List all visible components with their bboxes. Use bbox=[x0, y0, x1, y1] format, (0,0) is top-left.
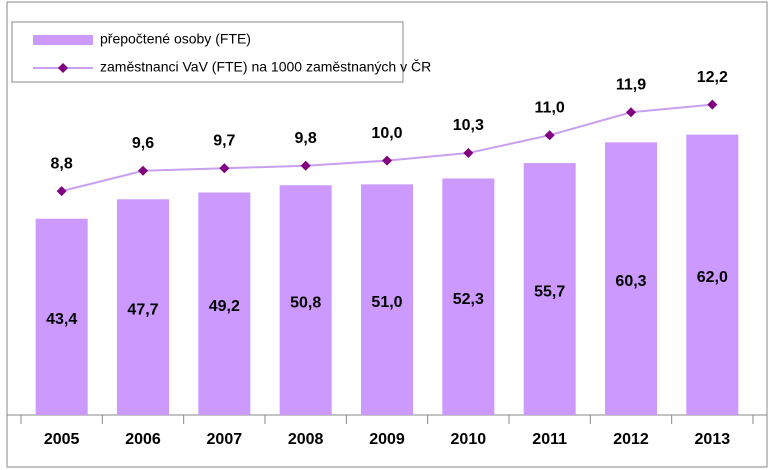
frame bbox=[6, 1, 768, 468]
x-tick-label: 2010 bbox=[451, 431, 487, 448]
marker bbox=[463, 147, 474, 158]
bar-label: 50,8 bbox=[290, 294, 321, 311]
bar bbox=[198, 192, 251, 415]
bar-label: 62,0 bbox=[697, 269, 728, 286]
line-label: 8,8 bbox=[51, 155, 73, 172]
line-label: 9,6 bbox=[132, 135, 154, 152]
line-label: 11,0 bbox=[535, 99, 565, 116]
bar bbox=[686, 134, 739, 415]
bar bbox=[523, 163, 576, 415]
legend-marker bbox=[58, 63, 68, 73]
x-tick-label: 2013 bbox=[695, 431, 731, 448]
bar-label: 55,7 bbox=[534, 283, 565, 300]
legend-box bbox=[11, 21, 404, 83]
bar-label: 43,4 bbox=[46, 311, 77, 328]
bar bbox=[35, 218, 88, 415]
bar bbox=[442, 178, 495, 415]
x-tick-label: 2006 bbox=[125, 431, 161, 448]
bar-label: 49,2 bbox=[209, 298, 240, 315]
line-label: 12,2 bbox=[697, 69, 728, 86]
line-label: 9,7 bbox=[213, 132, 235, 149]
marker bbox=[56, 186, 67, 197]
line-label: 10,0 bbox=[371, 125, 402, 142]
marker bbox=[219, 163, 230, 174]
marker bbox=[300, 160, 311, 171]
x-tick-label: 2012 bbox=[613, 431, 649, 448]
x-tick-label: 2008 bbox=[288, 431, 324, 448]
bar-label: 52,3 bbox=[453, 291, 484, 308]
legend-label: zaměstnanci VaV (FTE) na 1000 zaměstnaný… bbox=[100, 59, 431, 75]
line-label: 11,9 bbox=[616, 77, 646, 94]
marker bbox=[707, 99, 718, 110]
x-tick-label: 2007 bbox=[207, 431, 243, 448]
bar-label: 60,3 bbox=[615, 273, 646, 290]
marker bbox=[138, 165, 148, 176]
bar bbox=[117, 199, 169, 415]
legend-swatch bbox=[33, 35, 93, 45]
line-label: 10,3 bbox=[453, 117, 484, 134]
marker bbox=[626, 107, 636, 118]
bar-label: 51,0 bbox=[371, 294, 402, 311]
x-tick-label: 2011 bbox=[532, 431, 567, 448]
bar bbox=[361, 184, 413, 415]
bar bbox=[279, 185, 332, 415]
bar-label: 47,7 bbox=[127, 301, 158, 318]
marker bbox=[382, 155, 392, 166]
x-tick-label: 2009 bbox=[369, 431, 405, 448]
legend-label: přepočtené osoby (FTE) bbox=[100, 31, 251, 47]
marker bbox=[544, 130, 555, 141]
bar bbox=[605, 142, 657, 415]
line-label: 9,8 bbox=[295, 130, 317, 147]
x-tick-label: 2005 bbox=[44, 431, 80, 448]
